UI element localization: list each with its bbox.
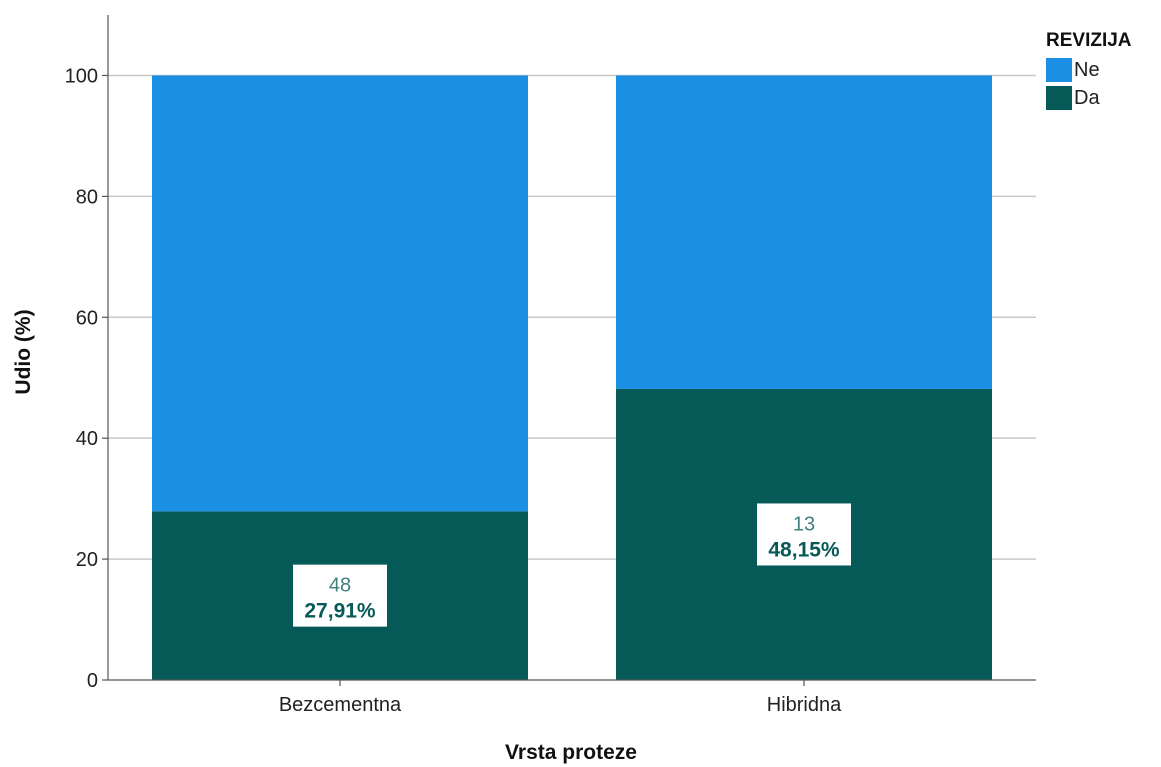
y-tick-label: 80 (76, 186, 98, 208)
axes: 0 20 40 60 80 100 Bezcementna Hibridna (65, 15, 1036, 716)
legend-swatch-ne (1046, 58, 1072, 82)
data-label-count: 13 (793, 513, 815, 535)
legend-item-da: Da (1046, 84, 1132, 112)
x-tick-label: Hibridna (767, 694, 842, 716)
y-tick-label: 0 (87, 670, 98, 692)
data-labels: 48 27,91% 13 48,15% (293, 503, 851, 627)
data-label-percent: 27,91% (304, 600, 376, 623)
legend-label-da: Da (1074, 86, 1100, 109)
y-tick-label: 40 (76, 428, 98, 450)
legend: REVIZIJA Ne Da (1046, 30, 1132, 112)
legend-label-ne: Ne (1074, 58, 1100, 81)
x-tick-label: Bezcementna (279, 694, 402, 716)
legend-title: REVIZIJA (1046, 30, 1132, 51)
y-axis-title: Udio (%) (12, 309, 35, 394)
x-axis-title: Vrsta proteze (505, 741, 637, 764)
data-label-box-2 (757, 503, 851, 566)
bars (152, 75, 992, 680)
y-tick-label: 100 (65, 65, 98, 87)
data-label-count: 48 (329, 575, 351, 597)
y-tick-label: 20 (76, 549, 98, 571)
bar-ne-2 (616, 75, 992, 389)
data-label-box-1 (293, 564, 387, 627)
data-label-percent: 48,15% (768, 538, 840, 561)
bar-ne-1 (152, 75, 528, 512)
legend-item-ne: Ne (1046, 56, 1132, 84)
y-tick-label: 60 (76, 307, 98, 329)
legend-swatch-da (1046, 86, 1072, 110)
